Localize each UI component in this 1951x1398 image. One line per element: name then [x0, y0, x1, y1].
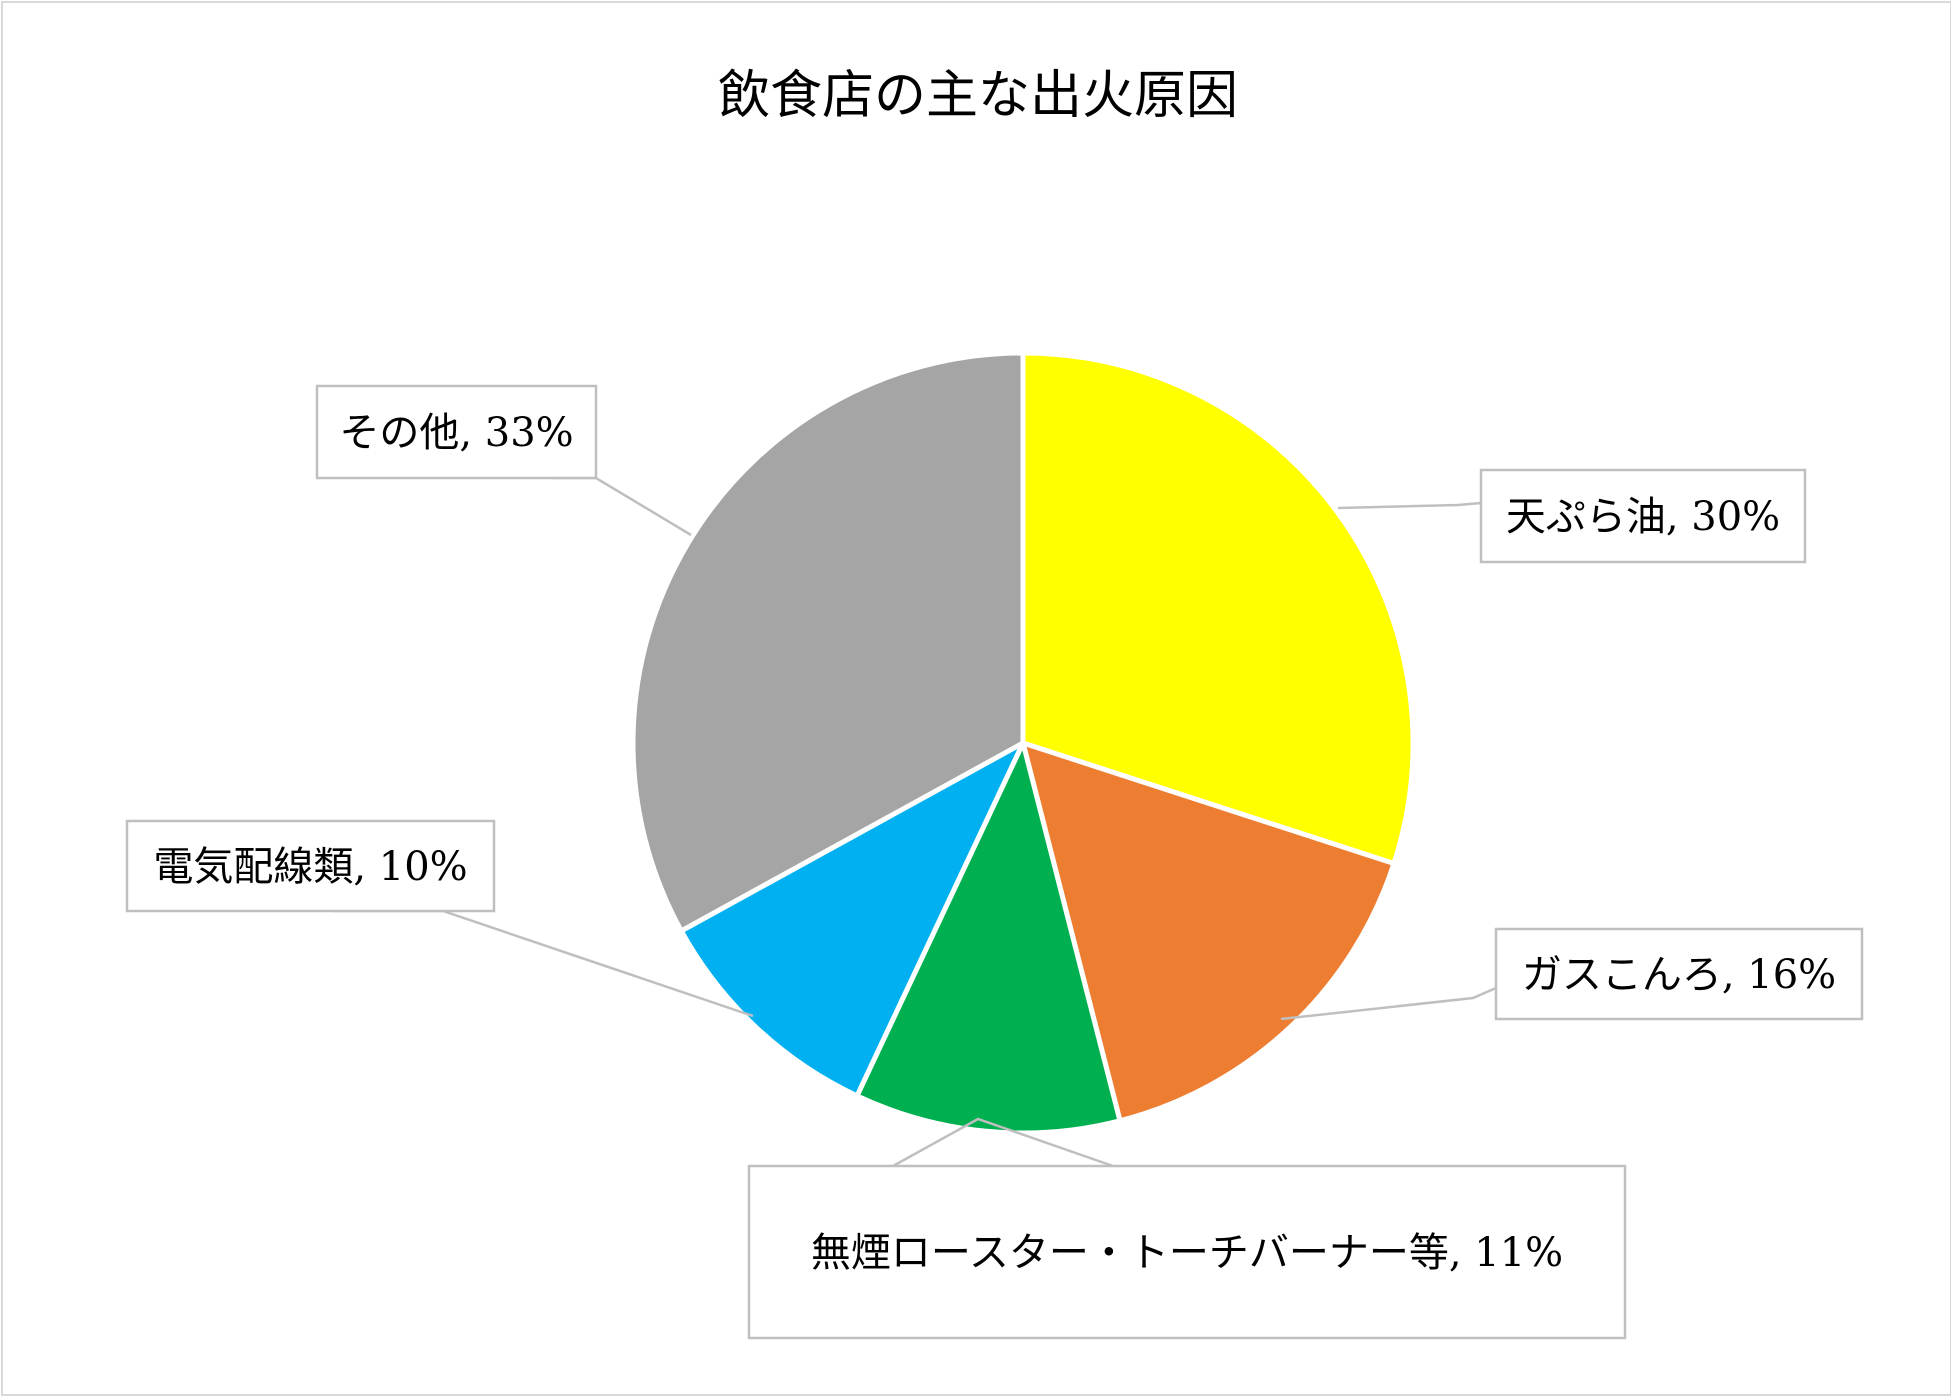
label-separator: ,	[1449, 1230, 1474, 1276]
data-label-text: その他, 33%	[339, 410, 573, 456]
slice-category-name: 無煙ロースター・トーチバーナー等	[811, 1230, 1449, 1276]
data-label-box	[125, 819, 496, 913]
pie-slice-gas-stove	[1020, 740, 1397, 1124]
data-label-box	[315, 384, 598, 480]
data-label-text: ガスこんろ, 16%	[1522, 952, 1836, 998]
data-label-box	[1479, 468, 1807, 564]
slice-category-name: 天ぷら油	[1506, 494, 1666, 540]
leader-line-gas-stove	[1280, 986, 1497, 1021]
pie-chart: 飲食店の主な出火原因 天ぷら油, 30% ガスこんろ, 16% 無煙ロースター・トー…	[125, 66, 1864, 1340]
pie-slice-other	[630, 350, 1026, 934]
slice-category-name: その他	[339, 410, 459, 456]
leader-line-other	[553, 476, 692, 537]
leader-line-smokeless-roaster	[892, 1117, 1114, 1168]
data-label-box	[747, 1164, 1627, 1340]
chart-title: 飲食店の主な出火原因	[718, 66, 1238, 126]
data-label-text: 無煙ロースター・トーチバーナー等, 11%	[811, 1230, 1563, 1276]
data-label-electric-wiring: 電気配線類, 10%	[125, 819, 496, 913]
data-label-other: その他, 33%	[315, 384, 598, 480]
label-separator: ,	[353, 844, 378, 890]
data-label-gas-stove: ガスこんろ, 16%	[1494, 927, 1864, 1021]
slice-percentage: 30%	[1691, 494, 1780, 540]
data-label-text: 天ぷら油, 30%	[1506, 494, 1780, 540]
data-label-tempura-oil: 天ぷら油, 30%	[1479, 468, 1807, 564]
leader-line-tempura-oil	[1337, 501, 1482, 510]
slice-category-name: ガスこんろ	[1522, 952, 1722, 998]
pie-slice-electric-wiring	[678, 740, 1026, 1099]
label-separator: ,	[1722, 952, 1747, 998]
data-label-box	[1494, 927, 1864, 1021]
slice-percentage: 11%	[1474, 1230, 1563, 1276]
slice-category-name: 電気配線類	[153, 844, 353, 890]
pie-slice-tempura-oil	[1020, 350, 1416, 867]
data-label-smokeless-roaster: 無煙ロースター・トーチバーナー等, 11%	[747, 1164, 1627, 1340]
slice-percentage: 33%	[485, 410, 574, 456]
slice-percentage: 10%	[379, 844, 468, 890]
slice-percentage: 16%	[1747, 952, 1836, 998]
label-separator: ,	[459, 410, 484, 456]
data-label-text: 電気配線類, 10%	[153, 844, 467, 890]
pie-slice-smokeless-roaster	[854, 740, 1123, 1136]
label-separator: ,	[1666, 494, 1691, 540]
